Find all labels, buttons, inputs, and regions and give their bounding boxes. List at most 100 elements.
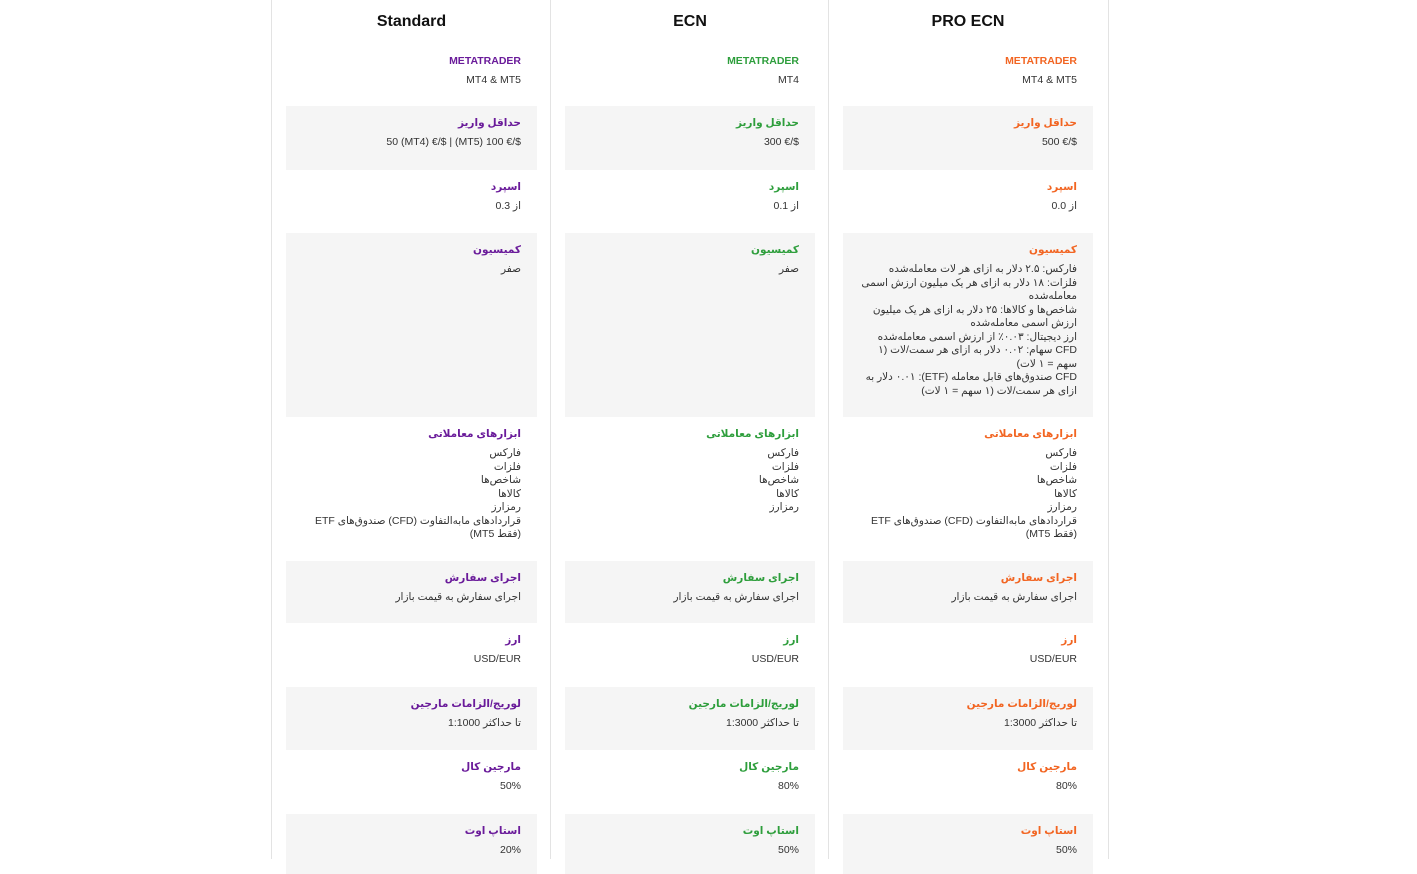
currency-value: USD/EUR [751,653,799,665]
value-line: کالاها [498,487,521,500]
deposit-label: حداقل واریز [735,117,799,129]
platform-value: MT4 [778,74,799,86]
spread-label: اسپرد [1046,181,1077,193]
commission-lines: صفر [302,263,521,277]
value-line: فارکس: ۲.۵ دلار به ازای هر لات معامله‌شد… [888,263,1077,275]
leverage-cell: لوریج/الزامات مارجین تا حداکثر 1:3000 [843,687,1093,750]
commission-cell: کمیسیون صفر [565,233,815,417]
leverage-cell: لوریج/الزامات مارجین تا حداکثر 1:1000 [286,687,537,750]
spread-value: از 0.1 [773,200,799,212]
deposit-cell: حداقل واریز 500 €/$ [843,106,1093,170]
instruments-lines: فارکس فلزات شاخص‌ها کالاها رمزارز قراردادهای … [302,447,521,542]
stop-out-cell: استاپ اوت 50% [843,814,1093,874]
stop-out-label: استاپ اوت [1020,825,1077,837]
spread-label: اسپرد [768,181,799,193]
deposit-cell: حداقل واریز 50 (MT4) €/$ | (MT5) 100 €/$ [286,106,537,170]
deposit-value: 300 €/$ [763,136,799,148]
leverage-label: لوریج/الزامات مارجین [410,698,521,710]
instruments-cell: ابزارهای معاملاتی فارکس فلزات شاخص‌ها کالاه… [843,417,1093,561]
instruments-cell: ابزارهای معاملاتی فارکس فلزات شاخص‌ها کالاه… [286,417,537,561]
value-line: CFD صندوق‌های قابل معامله (ETF): ۰.۰۱ دل… [865,371,1077,397]
value-line: شاخص‌ها [758,474,799,486]
value-line: فلزات [493,460,521,473]
stop-out-cell: استاپ اوت 50% [565,814,815,874]
commission-label: کمیسیون [751,244,799,256]
currency-value: USD/EUR [473,653,521,665]
account-column-standard: Standard METATRADER MT4 & MT5 حداقل واری… [272,0,550,874]
margin-call-value: 80% [777,780,799,792]
execution-value: اجرای سفارش به قیمت بازار [395,591,521,603]
leverage-label: لوریج/الزامات مارجین [966,698,1077,710]
stop-out-label: استاپ اوت [464,825,521,837]
margin-call-label: مارجین کال [1017,761,1077,773]
currency-cell: ارز USD/EUR [565,623,815,687]
execution-cell: اجرای سفارش اجرای سفارش به قیمت بازار [565,561,815,623]
value-line: رمزارز [769,501,799,513]
currency-label: ارز [1061,634,1077,646]
stop-out-value: 50% [1055,844,1077,856]
instruments-label: ابزارهای معاملاتی [984,428,1077,440]
value-line: CFD سهام: ۰.۰۲ دلار به ازای هر سمت/لات (… [878,344,1077,370]
platform-label: METATRADER [449,55,521,67]
currency-cell: ارز USD/EUR [843,623,1093,687]
value-line: فلزات [771,460,799,473]
value-line: شاخص‌ها [480,474,521,486]
platform-cell: METATRADER MT4 [565,44,815,106]
account-title: ECN [673,13,707,30]
value-line: قراردادهای مابه‌التفاوت (CFD) صندوق‌های … [314,514,521,541]
margin-call-label: مارجین کال [461,761,521,773]
deposit-value: 50 (MT4) €/$ | (MT5) 100 €/$ [386,136,521,148]
leverage-label: لوریج/الزامات مارجین [688,698,799,710]
leverage-value: تا حداکثر 1:3000 [1004,717,1077,729]
account-title: PRO ECN [931,13,1005,30]
currency-label: ارز [505,634,521,646]
value-line: رمزارز [1047,501,1077,513]
account-comparison-table: Standard METATRADER MT4 & MT5 حداقل واری… [271,0,1109,874]
deposit-cell: حداقل واریز 300 €/$ [565,106,815,170]
spread-cell: اسپرد از 0.1 [565,170,815,233]
value-line: صفر [500,263,521,275]
value-line: شاخص‌ها و کالاها: ۲۵ دلار به ازای هر یک … [872,303,1077,330]
leverage-cell: لوریج/الزامات مارجین تا حداکثر 1:3000 [565,687,815,750]
spread-cell: اسپرد از 0.0 [843,170,1093,233]
value-line: فارکس [1045,447,1077,459]
stop-out-label: استاپ اوت [742,825,799,837]
leverage-value: تا حداکثر 1:1000 [448,717,521,729]
margin-call-cell: مارجین کال 80% [565,750,815,814]
spread-value: از 0.3 [495,200,521,212]
value-line: رمزارز [491,501,521,513]
commission-cell: کمیسیون صفر [286,233,537,417]
deposit-label: حداقل واریز [457,117,521,129]
stop-out-cell: استاپ اوت 20% [286,814,537,874]
stop-out-value: 50% [777,844,799,856]
value-line: قراردادهای مابه‌التفاوت (CFD) صندوق‌های … [870,514,1077,541]
value-line: کالاها [1054,487,1077,500]
currency-value: USD/EUR [1029,653,1077,665]
leverage-value: تا حداکثر 1:3000 [726,717,799,729]
commission-lines: صفر [581,263,799,277]
commission-label: کمیسیون [473,244,521,256]
commission-cell: کمیسیون فارکس: ۲.۵ دلار به ازای هر لات م… [843,233,1093,417]
stop-out-value: 20% [499,844,521,856]
deposit-value: 500 €/$ [1041,136,1077,148]
execution-label: اجرای سفارش [722,572,799,584]
execution-cell: اجرای سفارش اجرای سفارش به قیمت بازار [286,561,537,623]
value-line: شاخص‌ها [1036,474,1077,486]
instruments-label: ابزارهای معاملاتی [428,428,521,440]
execution-label: اجرای سفارش [444,572,521,584]
margin-call-value: 50% [499,780,521,792]
instruments-label: ابزارهای معاملاتی [706,428,799,440]
account-column-ecn: ECN METATRADER MT4 حداقل واریز 300 €/$ ا… [550,0,828,874]
currency-cell: ارز USD/EUR [286,623,537,687]
value-line: فلزات: ۱۸ دلار به ازای هر یک میلیون ارزش… [861,276,1077,303]
instruments-lines: فارکس فلزات شاخص‌ها کالاها رمزارز [581,447,799,515]
margin-call-value: 80% [1055,780,1077,792]
value-line: فارکس [489,447,521,459]
value-line: کالاها [776,487,799,500]
platform-label: METATRADER [1005,55,1077,67]
account-column-pro-ecn: PRO ECN METATRADER MT4 & MT5 حداقل واریز… [828,0,1106,874]
value-line: فارکس [767,447,799,459]
spread-cell: اسپرد از 0.3 [286,170,537,233]
execution-label: اجرای سفارش [1000,572,1077,584]
value-line: ارز دیجیتال: ۰.۰۳٪ از ارزش اسمی معامله‌ش… [877,330,1077,343]
